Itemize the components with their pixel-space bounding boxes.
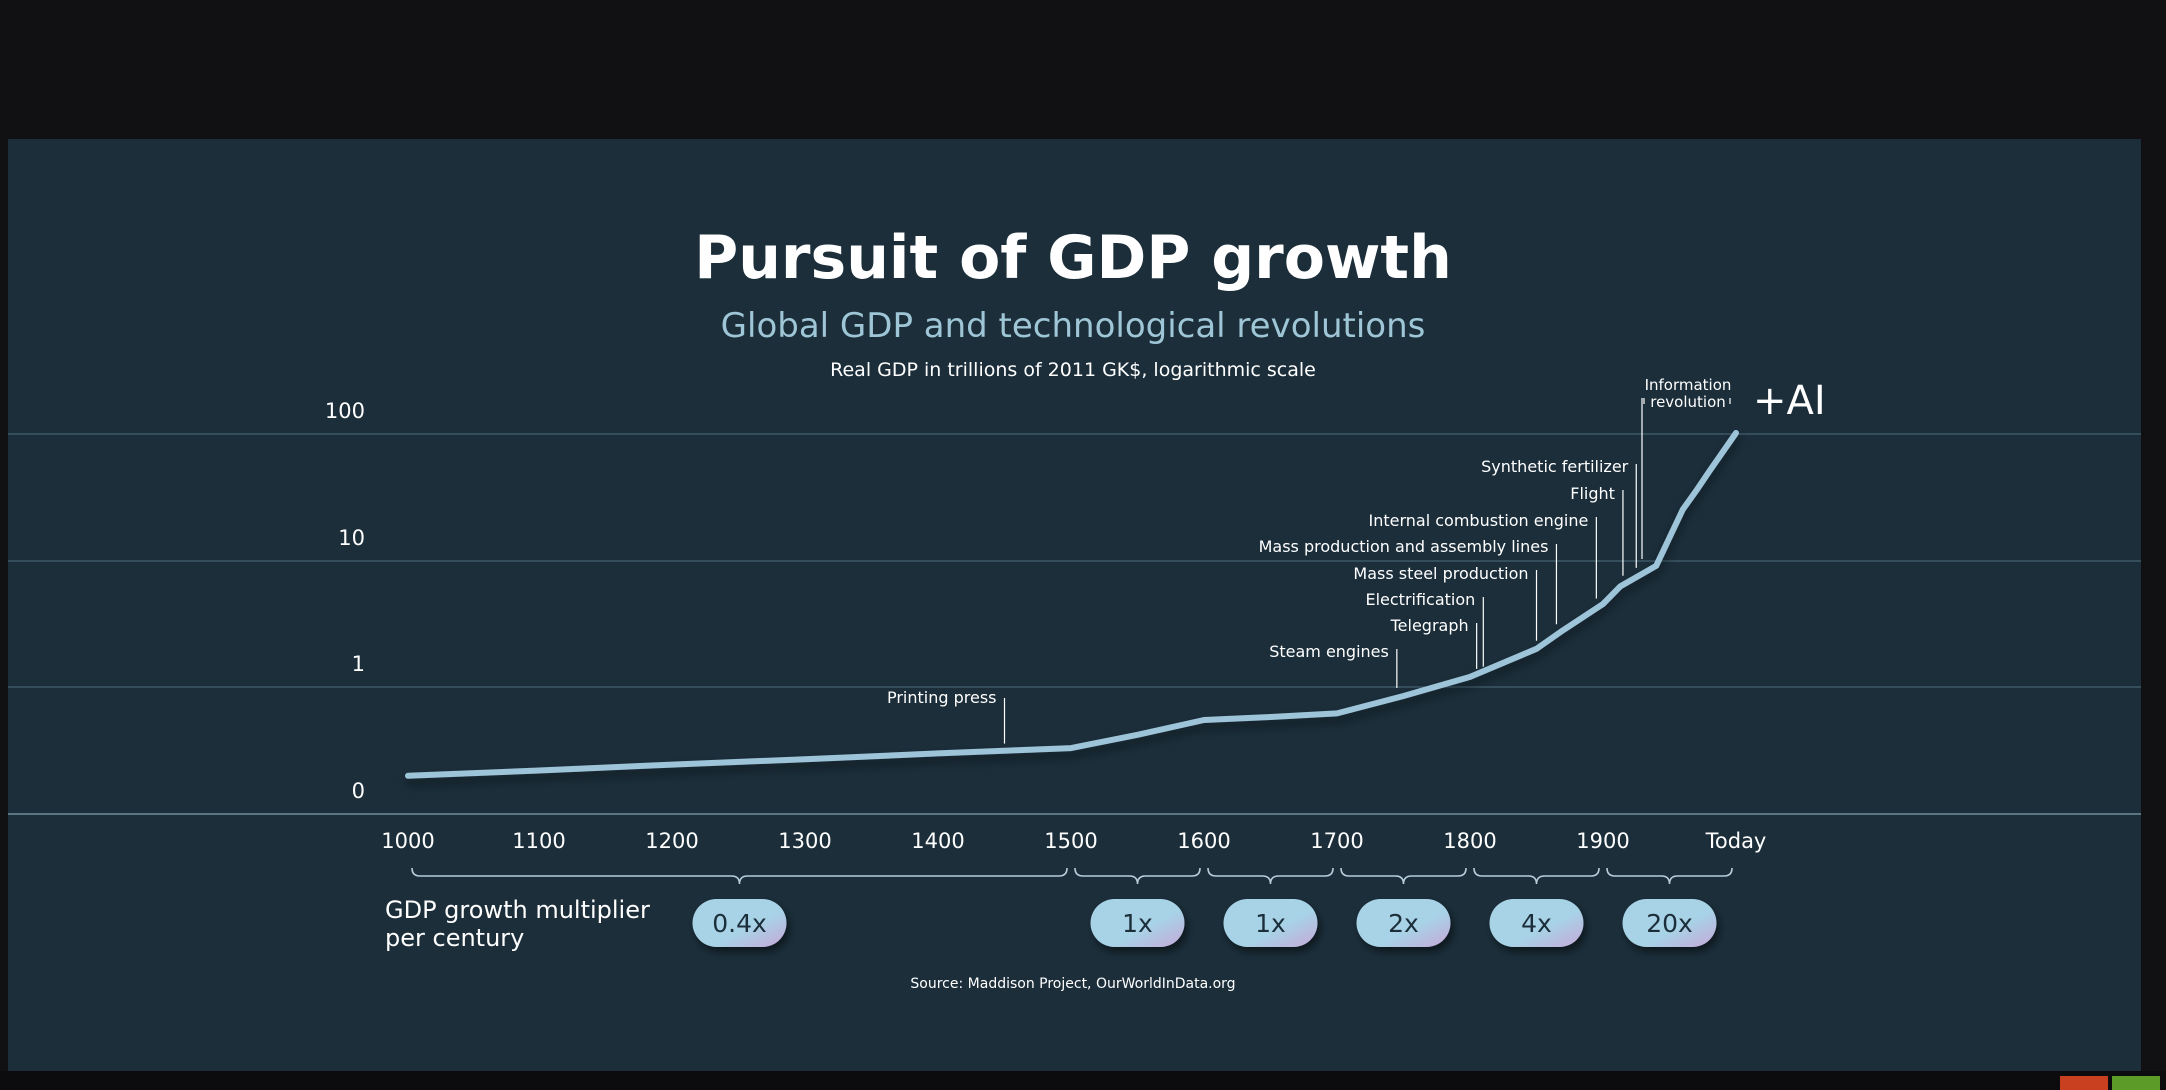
- x-tick-label: 1000: [381, 829, 434, 853]
- x-tick-label: 1300: [778, 829, 831, 853]
- period-brace: [1207, 867, 1334, 885]
- y-tick-label: 10: [338, 526, 365, 550]
- y-tick-label: 1: [352, 652, 365, 676]
- ai-callout: +AI: [1753, 378, 1826, 424]
- slide-background: [8, 139, 2141, 1071]
- growth-multiplier-value: 1x: [1122, 909, 1153, 938]
- growth-multiplier-value: 2x: [1388, 909, 1419, 938]
- annotation-label: Flight: [1570, 484, 1615, 503]
- period-brace: [411, 867, 1068, 885]
- annotation-label: Steam engines: [1269, 642, 1389, 661]
- annotation-label: Telegraph: [1390, 616, 1469, 635]
- bottom-letterbox-bar: [0, 1071, 2166, 1090]
- annotation-label: Electrification: [1365, 590, 1475, 609]
- chart-title: Pursuit of GDP growth: [694, 223, 1452, 293]
- growth-multiplier-value: 1x: [1255, 909, 1286, 938]
- x-tick-label: 1100: [512, 829, 565, 853]
- x-tick-label: 1800: [1443, 829, 1496, 853]
- x-tick-label: 1900: [1576, 829, 1629, 853]
- growth-multiplier-pill: [1223, 899, 1318, 947]
- annotation-label: Internal combustion engine: [1368, 511, 1588, 530]
- growth-multiplier-value: 0.4x: [712, 909, 767, 938]
- annotation-label: Mass production and assembly lines: [1259, 537, 1549, 556]
- x-tick-label: 1700: [1310, 829, 1363, 853]
- growth-multiplier-pill: [692, 899, 787, 947]
- growth-multiplier-pill: [1356, 899, 1451, 947]
- growth-multiplier-value: 4x: [1521, 909, 1552, 938]
- corner-green-block: [2112, 1076, 2160, 1090]
- annotation-label: Synthetic fertilizer: [1481, 457, 1629, 476]
- period-brace: [1606, 867, 1733, 885]
- x-tick-label: Today: [1705, 829, 1767, 853]
- top-letterbox-bar: [0, 0, 2166, 139]
- annotation-label: Mass steel production: [1353, 564, 1528, 583]
- annotation-bracket: [1643, 398, 1731, 404]
- corner-red-block: [2060, 1076, 2108, 1090]
- y-tick-label: 0: [352, 779, 365, 803]
- chart-subtitle: Global GDP and technological revolutions: [721, 306, 1426, 346]
- growth-multiplier-pill: [1622, 899, 1717, 947]
- x-tick-label: 1600: [1177, 829, 1230, 853]
- x-tick-label: 1500: [1044, 829, 1097, 853]
- growth-multiplier-value: 20x: [1646, 909, 1693, 938]
- period-brace: [1473, 867, 1600, 885]
- x-tick-label: 1400: [911, 829, 964, 853]
- source-note: Source: Maddison Project, OurWorldInData…: [910, 976, 1235, 992]
- period-brace: [1340, 867, 1467, 885]
- y-tick-label: 100: [325, 399, 365, 423]
- growth-multiplier-pill: [1489, 899, 1584, 947]
- x-tick-label: 1200: [645, 829, 698, 853]
- annotation-label: Printing press: [887, 688, 997, 707]
- growth-multiplier-label: GDP growth multiplier per century: [385, 896, 658, 952]
- gdp-series-line: [405, 430, 1739, 779]
- growth-multiplier-pill: [1090, 899, 1185, 947]
- y-axis-label: Real GDP in trillions of 2011 GK$, logar…: [830, 359, 1316, 381]
- annotation-label: Information revolution: [1645, 376, 1732, 411]
- period-brace: [1074, 867, 1201, 885]
